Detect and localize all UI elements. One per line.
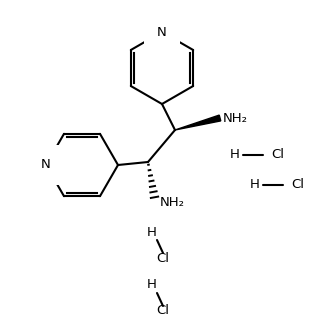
Text: H: H — [147, 279, 157, 291]
Text: Cl: Cl — [271, 148, 284, 162]
Text: Cl: Cl — [156, 304, 169, 318]
Text: N: N — [157, 26, 167, 39]
Polygon shape — [175, 115, 221, 130]
Text: N: N — [41, 159, 51, 171]
Text: H: H — [250, 179, 260, 192]
Text: H: H — [147, 226, 157, 238]
Text: NH₂: NH₂ — [160, 197, 185, 210]
Text: Cl: Cl — [291, 179, 304, 192]
Text: Cl: Cl — [156, 251, 169, 265]
Text: H: H — [230, 148, 240, 162]
Text: NH₂: NH₂ — [223, 112, 248, 125]
